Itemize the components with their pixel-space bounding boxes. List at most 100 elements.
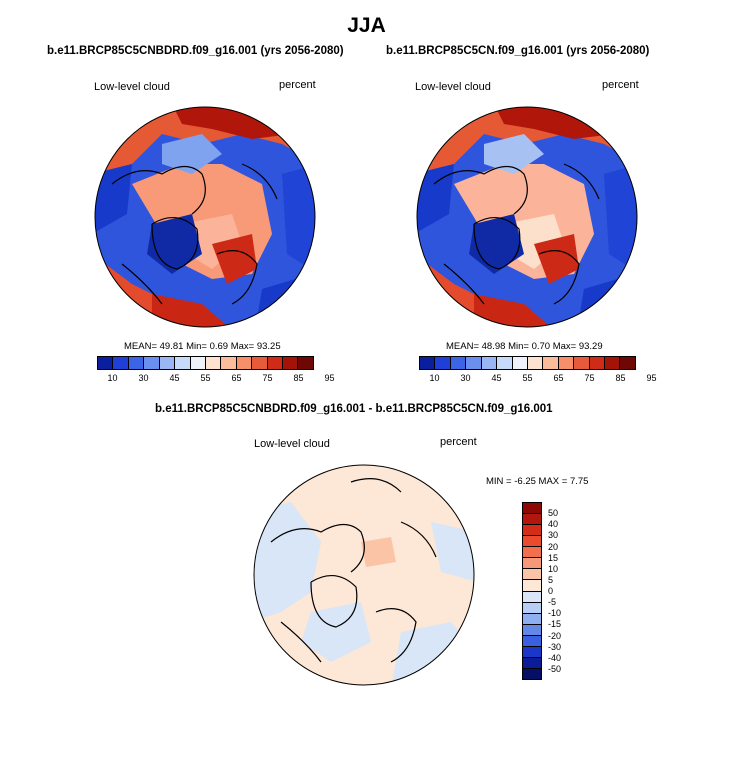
colorbar-swatch [252,357,268,369]
colorbar-tick-label: 85 [615,373,626,383]
min-label: Min= [508,341,529,352]
max-label: Max= [552,341,577,352]
colorbar-swatch [523,635,541,647]
colorbar-swatch [298,357,313,369]
colorbar-swatch [620,357,635,369]
colorbar-tick-label: -30 [548,641,562,652]
mean-label: MEAN= [446,341,479,352]
colorbar-tick-label: 15 [548,552,559,563]
colorbar-swatch [523,580,541,592]
colorbar-tick-label: 50 [548,508,559,519]
colorbar-tick-label: 10 [429,373,440,383]
colorbar-swatch [450,357,467,369]
colorbar-swatch [523,536,541,548]
panel-diff-variable: Low-level cloud [254,438,330,450]
panel-left-stats: MEAN= 49.81 Min= 0.69 Max= 93.25 [124,341,281,352]
panel-diff-units: percent [440,436,477,448]
colorbar-tick-label: 30 [138,373,149,383]
min-label: MIN = [486,476,512,487]
panel-right-units: percent [602,79,639,91]
colorbar-swatch [420,357,436,369]
colorbar-tick-label: 95 [646,373,657,383]
polar-map-left [94,106,316,328]
panel-left-units: percent [279,79,316,91]
panel-left-title: b.e11.BRCP85C5CNBDRD.f09_g16.001 (yrs 20… [47,45,344,57]
colorbar-left [97,356,314,370]
mean-value: 48.98 [481,341,506,352]
colorbar-tick-label: -5 [548,597,557,608]
colorbar-swatch [236,357,253,369]
panel-diff-stats: MIN = -6.25 MAX = 7.75 [486,476,588,487]
colorbar-swatch [466,357,482,369]
colorbar-swatch [523,602,541,614]
colorbar-swatch [523,525,541,537]
colorbar-swatch [512,357,528,369]
max-label: Max= [230,341,255,352]
colorbar-tick-label: 95 [324,373,335,383]
colorbar-swatch [190,357,206,369]
colorbar-left-ticks: 10 30 45 55 65 75 85 95 [97,373,334,385]
panel-right-stats: MEAN= 48.98 Min= 0.70 Max= 93.29 [446,341,603,352]
colorbar-tick-label: 45 [169,373,180,383]
colorbar-swatch [497,357,513,369]
colorbar-swatch [543,357,559,369]
panel-left-variable: Low-level cloud [94,81,170,93]
panel-right-variable: Low-level cloud [415,81,491,93]
colorbar-tick-label: 30 [548,530,559,541]
colorbar-swatch [523,514,541,526]
mean-value: 49.81 [159,341,184,352]
colorbar-tick-label: 55 [522,373,533,383]
colorbar-swatch [144,357,160,369]
colorbar-swatch [523,547,541,559]
colorbar-swatch [605,357,621,369]
colorbar-swatch [523,558,541,570]
max-value: 93.29 [578,341,603,352]
colorbar-swatch [205,357,222,369]
colorbar-swatch [113,357,129,369]
colorbar-tick-label: -15 [548,619,562,630]
polar-map-right [416,106,638,328]
colorbar-swatch [267,357,284,369]
colorbar-diff [522,502,542,680]
colorbar-swatch [128,357,145,369]
colorbar-swatch [558,357,575,369]
colorbar-swatch [523,503,541,515]
panel-right-title: b.e11.BRCP85C5CN.f09_g16.001 (yrs 2056-2… [386,45,650,57]
colorbar-swatch [221,357,237,369]
colorbar-tick-label: 65 [231,373,242,383]
colorbar-tick-label: -40 [548,652,562,663]
colorbar-swatch [435,357,451,369]
colorbar-swatch [574,357,590,369]
colorbar-tick-label: 75 [584,373,595,383]
colorbar-tick-label: 10 [107,373,118,383]
polar-map-diff [253,464,475,686]
colorbar-swatch [523,657,541,669]
colorbar-tick-label: 5 [548,574,554,585]
min-value: -6.25 [514,476,536,487]
colorbar-swatch [175,357,191,369]
colorbar-tick-label: -10 [548,608,562,619]
colorbar-tick-label: 20 [548,541,559,552]
colorbar-swatch [283,357,299,369]
colorbar-tick-label: 85 [293,373,304,383]
colorbar-tick-label: 45 [491,373,502,383]
colorbar-tick-label: 55 [200,373,211,383]
colorbar-tick-label: 10 [548,563,559,574]
colorbar-tick-label: 30 [460,373,471,383]
colorbar-swatch [523,668,541,679]
colorbar-diff-ticks: 50 40 30 20 15 10 5 0 -5 -10 -15 -20 -30 -40 -50 [548,502,578,680]
colorbar-swatch [523,613,541,625]
colorbar-swatch [523,569,541,581]
colorbar-swatch [481,357,498,369]
colorbar-tick-label: 40 [548,519,559,530]
max-label: MAX = [538,476,568,487]
colorbar-right-ticks: 10 30 45 55 65 75 85 95 [419,373,656,385]
colorbar-swatch [159,357,176,369]
colorbar-tick-label: 75 [262,373,273,383]
colorbar-swatch [523,624,541,636]
max-value: 93.25 [256,341,281,352]
min-value: 0.70 [531,341,551,352]
colorbar-swatch [589,357,606,369]
min-value: 0.69 [209,341,229,352]
colorbar-tick-label: -20 [548,630,562,641]
